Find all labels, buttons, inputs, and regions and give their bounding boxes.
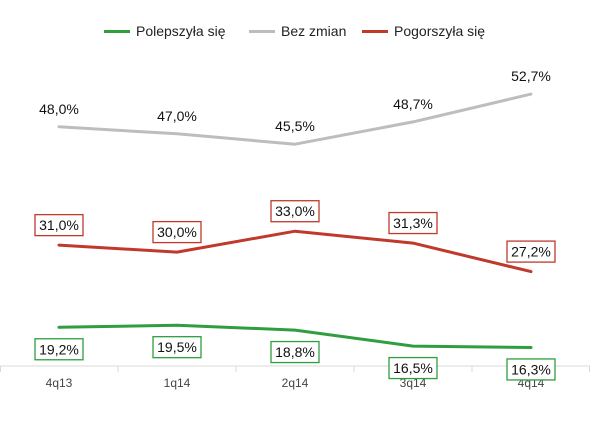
data-label-box: [388, 356, 438, 380]
x-tick-label: 3q14: [400, 376, 427, 390]
legend-label-improved: Polepszyła się: [136, 23, 226, 39]
data-label-box: [270, 340, 320, 364]
legend: Polepszyła się Bez zmian Pogorszyła się: [0, 19, 590, 43]
x-tick-label: 2q14: [282, 376, 309, 390]
data-label: 31,3%: [393, 215, 433, 231]
data-label: 31,0%: [39, 217, 79, 233]
data-label: 16,3%: [511, 361, 551, 377]
series-line-2: [57, 229, 533, 274]
legend-label-unchanged: Bez zmian: [281, 23, 347, 39]
data-label: 45,5%: [275, 118, 315, 134]
data-label: 48,0%: [39, 101, 79, 117]
data-label-box: [506, 358, 556, 381]
legend-swatch-worsened: [362, 29, 388, 33]
legend-swatch-improved: [104, 29, 130, 33]
legend-item-unchanged: Bez zmian: [249, 19, 346, 43]
data-label-box: [152, 220, 202, 244]
legend-label-worsened: Pogorszyła się: [394, 23, 486, 39]
data-label: 19,5%: [157, 339, 197, 355]
legend-item-improved: Polepszyła się: [104, 19, 226, 43]
x-tick-label: 4q13: [46, 376, 73, 390]
data-label: 33,0%: [275, 203, 315, 219]
x-tick-label: 1q14: [164, 376, 191, 390]
legend-item-worsened: Pogorszyła się: [362, 19, 485, 43]
data-label: 30,0%: [157, 224, 197, 240]
data-label-box: [388, 211, 438, 235]
data-label: 19,2%: [39, 341, 79, 357]
data-label-box: [506, 240, 556, 263]
legend-swatch-unchanged: [249, 29, 275, 33]
data-label: 27,2%: [511, 244, 551, 260]
data-label: 48,7%: [393, 96, 433, 112]
data-label-box: [34, 338, 84, 361]
data-label-box: [152, 336, 202, 359]
data-label-box: [270, 200, 320, 223]
data-label: 18,8%: [275, 344, 315, 360]
data-label: 47,0%: [157, 108, 197, 124]
series-line-0: [57, 323, 533, 349]
data-label: 52,7%: [511, 68, 551, 84]
series-line-1: [57, 92, 533, 146]
data-label: 16,5%: [393, 360, 433, 376]
data-label-box: [34, 213, 84, 237]
